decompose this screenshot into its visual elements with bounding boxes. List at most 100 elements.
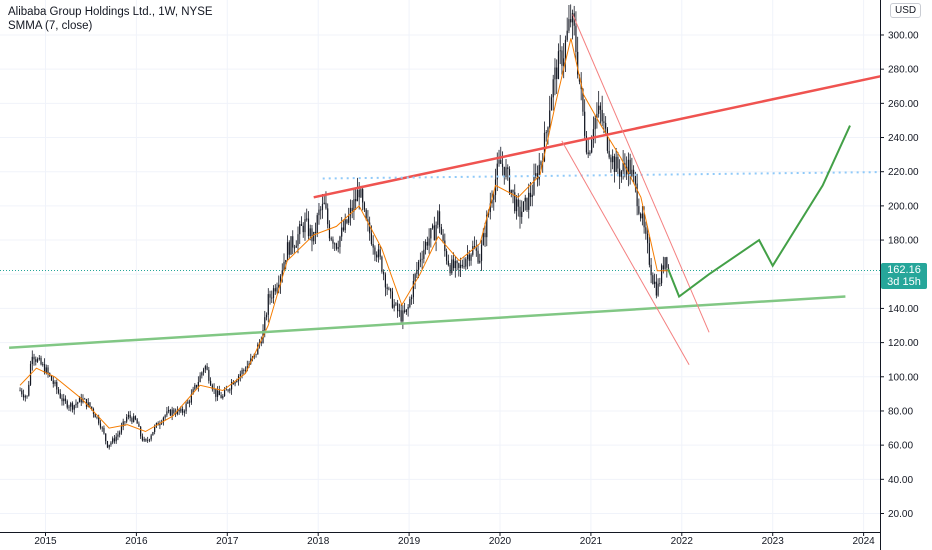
candle xyxy=(465,257,467,270)
candle xyxy=(538,152,540,186)
candle xyxy=(515,195,518,220)
candle xyxy=(397,299,399,318)
price-tick-label: 240.00 xyxy=(888,133,919,144)
candle xyxy=(300,216,303,226)
candle xyxy=(552,74,554,111)
candle xyxy=(75,399,77,409)
candle xyxy=(77,401,79,408)
projection-path[interactable] xyxy=(667,125,851,299)
candle xyxy=(185,400,187,414)
candle xyxy=(620,170,622,183)
candle xyxy=(328,220,331,242)
candle xyxy=(390,287,392,299)
support-trendline[interactable] xyxy=(9,295,846,349)
candle xyxy=(610,154,612,173)
price-tick-label: 280.00 xyxy=(888,65,919,76)
price-tick-label: 200.00 xyxy=(888,201,919,212)
candle xyxy=(615,147,617,173)
time-axis[interactable]: 2015 2016 2017 2018 2019 2020 2021 2022 2023 2024 xyxy=(34,532,875,547)
candle xyxy=(126,414,128,424)
time-tick-label: 2021 xyxy=(580,536,603,547)
time-tick-label: 2016 xyxy=(125,536,148,547)
candle xyxy=(316,212,318,238)
candle xyxy=(243,368,245,376)
candle xyxy=(339,235,341,254)
candle xyxy=(384,272,386,297)
candle xyxy=(166,406,168,418)
candle xyxy=(612,149,614,170)
candle xyxy=(332,236,334,249)
price-tick-label: 100.00 xyxy=(888,372,919,383)
candle xyxy=(461,259,463,269)
candle xyxy=(82,394,84,404)
candle xyxy=(19,387,21,392)
candle xyxy=(473,236,476,250)
candle xyxy=(24,394,26,402)
channel-upper-line[interactable] xyxy=(572,14,710,333)
candle xyxy=(327,203,329,229)
candle xyxy=(564,35,567,72)
time-tick-label: 2017 xyxy=(216,536,239,547)
candle xyxy=(418,259,420,279)
time-tick-label: 2024 xyxy=(852,536,875,547)
candle xyxy=(411,294,413,305)
price-tick-label: 220.00 xyxy=(888,167,919,178)
last-price-value: 162.16 xyxy=(887,264,921,276)
candle xyxy=(57,387,60,395)
dotted-level-line[interactable] xyxy=(322,171,914,180)
candle xyxy=(353,188,355,221)
candle xyxy=(505,159,507,180)
smma-line[interactable] xyxy=(19,38,670,433)
candle xyxy=(134,415,137,421)
candle xyxy=(556,59,558,94)
candle xyxy=(295,240,297,248)
candle xyxy=(260,336,262,347)
candle xyxy=(129,410,131,422)
currency-button[interactable]: USD xyxy=(890,3,922,18)
candle xyxy=(437,210,439,229)
candle xyxy=(138,421,140,427)
candle xyxy=(215,388,217,402)
candle xyxy=(182,406,184,416)
bar-countdown: 3d 15h xyxy=(887,276,921,288)
candle xyxy=(617,151,619,177)
time-tick-label: 2015 xyxy=(34,536,57,547)
candle xyxy=(293,244,296,253)
candle xyxy=(377,243,380,263)
candle xyxy=(404,302,406,314)
indicator-label[interactable]: SMMA (7, close) xyxy=(8,20,93,32)
candle xyxy=(351,200,353,219)
resistance-trendline[interactable] xyxy=(313,69,914,199)
candle xyxy=(386,283,388,296)
candle xyxy=(320,206,322,220)
candle xyxy=(391,287,393,309)
candle xyxy=(269,290,271,305)
candle xyxy=(96,416,98,420)
candle xyxy=(337,240,339,253)
candle xyxy=(601,95,603,127)
candle xyxy=(73,404,75,415)
candles[interactable] xyxy=(19,4,670,450)
candle xyxy=(480,239,483,271)
candle xyxy=(276,282,278,294)
candle xyxy=(133,413,135,423)
candle xyxy=(419,252,421,268)
grid xyxy=(0,0,880,532)
candle xyxy=(26,395,28,399)
candle xyxy=(557,43,560,80)
channel-lower-line[interactable] xyxy=(561,140,690,366)
candle xyxy=(466,245,469,270)
candle xyxy=(334,242,336,251)
candle xyxy=(566,17,568,42)
candle xyxy=(477,244,479,265)
symbol-title[interactable]: Alibaba Group Holdings Ltd., 1W, NYSE xyxy=(8,6,213,18)
candle xyxy=(529,181,532,207)
candle xyxy=(575,11,577,61)
candle xyxy=(629,153,631,185)
candle xyxy=(664,257,666,272)
candle xyxy=(272,285,275,304)
candle xyxy=(112,436,114,445)
candle xyxy=(237,374,240,386)
candle xyxy=(197,376,199,392)
